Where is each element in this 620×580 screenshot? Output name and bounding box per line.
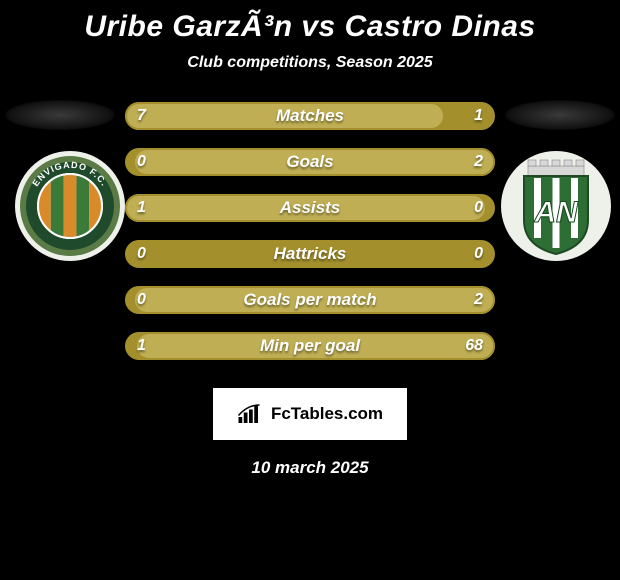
page-title: Uribe GarzÃ³n vs Castro Dinas — [0, 6, 620, 48]
player-shadow-right — [505, 100, 615, 130]
bars-chart-icon — [237, 403, 267, 425]
envigado-crest-icon: ENVIGADO F.C. — [14, 150, 126, 262]
page-subtitle: Club competitions, Season 2025 — [0, 54, 620, 72]
atletico-nacional-crest-icon: AN — [500, 150, 612, 262]
stat-fill-left — [125, 194, 487, 222]
brand-text: FcTables.com — [271, 404, 383, 424]
stat-row: 7 Matches 1 — [125, 102, 495, 130]
stat-fill-right — [133, 148, 495, 176]
brand-box[interactable]: FcTables.com — [213, 388, 407, 440]
comparison-card: Uribe GarzÃ³n vs Castro Dinas Club compe… — [0, 0, 620, 580]
stat-value-left: 1 — [137, 199, 146, 217]
stat-value-right: 2 — [474, 153, 483, 171]
club-crest-right: AN — [500, 150, 612, 262]
player-shadow-left — [5, 100, 115, 130]
svg-text:AN: AN — [533, 196, 579, 229]
stat-fill-right — [133, 286, 495, 314]
stat-fill-left — [125, 102, 445, 130]
content-area: ENVIGADO F.C. — [0, 100, 620, 478]
stat-value-right: 2 — [474, 291, 483, 309]
stat-row: 1 Min per goal 68 — [125, 332, 495, 360]
stat-value-right: 0 — [474, 199, 483, 217]
stat-value-right: 0 — [474, 245, 483, 263]
stat-value-left: 0 — [137, 245, 146, 263]
club-crest-left: ENVIGADO F.C. — [14, 150, 126, 262]
stat-row: 0 Goals per match 2 — [125, 286, 495, 314]
stat-value-right: 1 — [474, 107, 483, 125]
stat-row: 1 Assists 0 — [125, 194, 495, 222]
stat-row: 0 Goals 2 — [125, 148, 495, 176]
stat-value-right: 68 — [465, 337, 483, 355]
stat-row: 0 Hattricks 0 — [125, 240, 495, 268]
stat-fill-right — [135, 332, 496, 360]
date-text: 10 march 2025 — [0, 458, 620, 478]
stat-value-left: 0 — [137, 153, 146, 171]
stat-value-left: 0 — [137, 291, 146, 309]
stat-value-left: 1 — [137, 337, 146, 355]
stat-value-left: 7 — [137, 107, 146, 125]
stats-list: 7 Matches 1 0 Goals 2 1 Assists 0 0 Hatt… — [125, 100, 495, 360]
stat-label: Hattricks — [127, 244, 493, 264]
